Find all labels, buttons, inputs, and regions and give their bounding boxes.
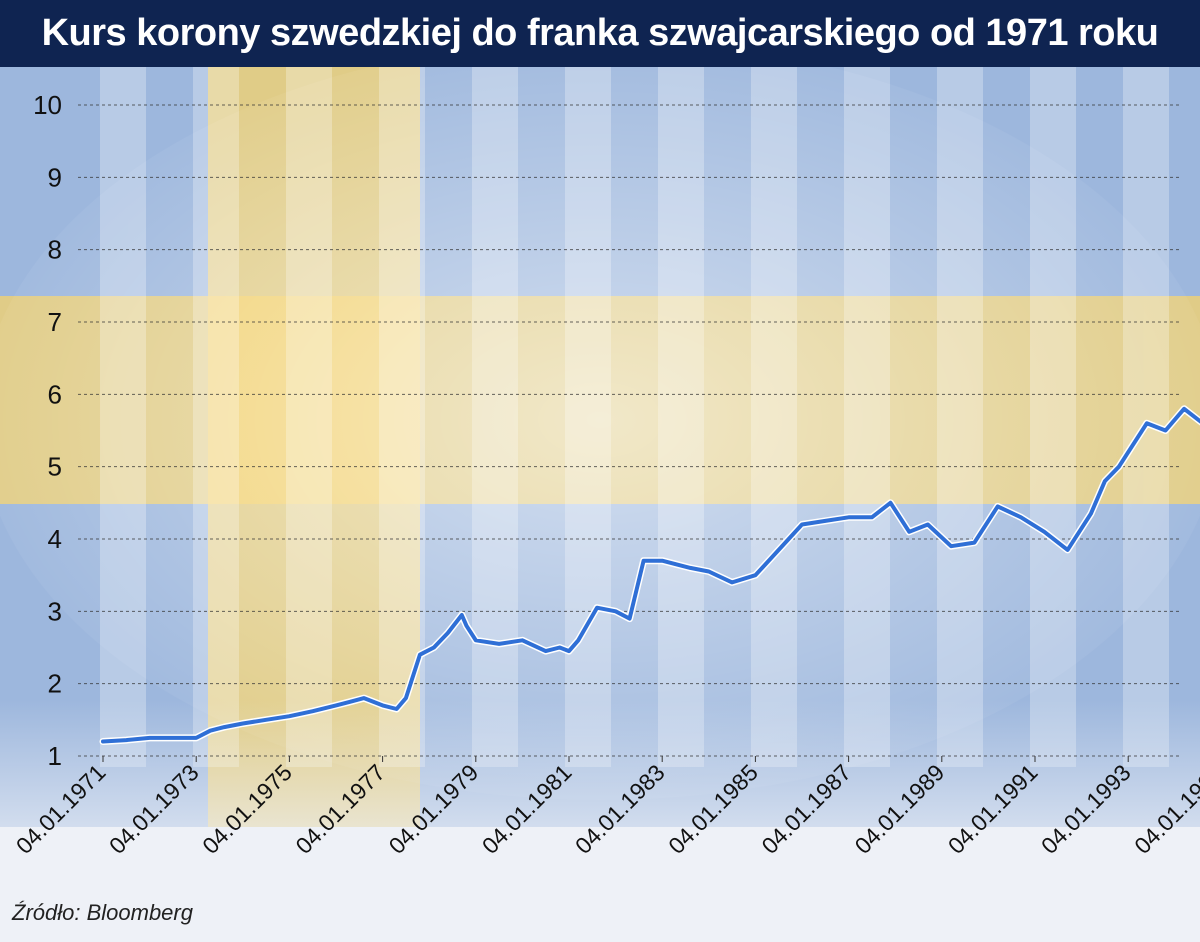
background-stripe <box>751 67 797 767</box>
background-stripe <box>286 67 332 767</box>
background-stripe <box>658 67 704 767</box>
source-note: Źródło: Bloomberg <box>12 900 193 925</box>
y-tick-label: 9 <box>48 162 62 192</box>
series-line-group <box>99 405 1200 745</box>
y-tick-label: 10 <box>33 90 62 120</box>
y-tick-label: 3 <box>48 596 62 626</box>
background-stripe <box>379 67 425 767</box>
background-stripe <box>193 67 239 767</box>
chart-title: Kurs korony szwedzkiej do franka szwajca… <box>0 0 1200 67</box>
y-gridlines <box>78 104 1180 757</box>
background-stripe <box>1123 67 1169 767</box>
y-tick-label: 4 <box>48 524 62 554</box>
y-tick-label: 8 <box>48 235 62 265</box>
y-tick-label: 2 <box>48 669 62 699</box>
y-axis-labels: 1 2 3 4 5 6 7 8 9 10 <box>33 90 62 771</box>
background-stripe <box>472 67 518 767</box>
background-stripe <box>100 67 146 767</box>
y-tick-label: 6 <box>48 379 62 409</box>
series-line <box>101 406 1200 744</box>
y-tick-label: 5 <box>48 452 62 482</box>
background-stripe <box>1030 67 1076 767</box>
background-stripe <box>844 67 890 767</box>
background-stripe <box>565 67 611 767</box>
background-stripe <box>937 67 983 767</box>
y-tick-label: 1 <box>48 741 62 771</box>
y-tick-label: 7 <box>48 307 62 337</box>
